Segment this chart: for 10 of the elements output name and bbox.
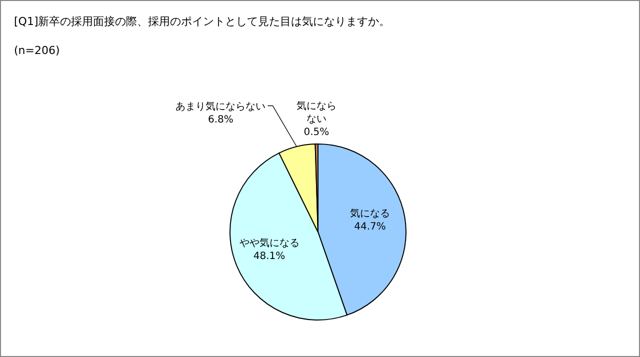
- slice-label: あまり気にならない: [176, 102, 266, 113]
- slice-label: やや気になる: [239, 238, 300, 249]
- data-label: 6.8%: [208, 114, 234, 126]
- text: (n=206): [14, 44, 60, 57]
- slice-label: 気になる: [350, 208, 390, 220]
- slice-label: 気にならない: [296, 101, 336, 126]
- data-label: 0.5%: [304, 127, 330, 138]
- chart-title: [Q1]新卒の採用面接の際、採用のポイントとして見た目は気になりますか。: [14, 14, 390, 29]
- data-label: 48.1%: [253, 250, 286, 262]
- data-label: 44.7%: [354, 222, 386, 233]
